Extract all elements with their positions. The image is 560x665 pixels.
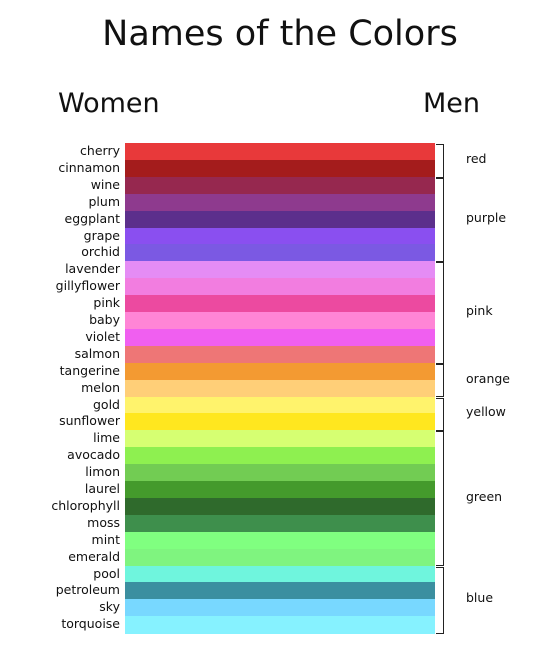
- women-color-label: chlorophyll: [51, 497, 120, 513]
- color-swatch-cinnamon: [125, 159, 435, 178]
- men-color-label-yellow: yellow: [466, 404, 506, 420]
- color-swatch-laurel: [125, 481, 435, 499]
- women-color-label: salmon: [74, 345, 120, 361]
- color-swatch-wine: [125, 176, 435, 195]
- men-color-label-purple: purple: [466, 210, 507, 226]
- men-color-label-pink: pink: [466, 303, 493, 318]
- men-color-label-green: green: [466, 488, 503, 504]
- women-color-label: laurel: [84, 481, 120, 496]
- color-swatch-eggplant: [125, 210, 435, 229]
- chart-title: Names of the Colors: [102, 14, 458, 54]
- color-swatch-violet: [125, 328, 435, 347]
- women-color-label: pink: [93, 295, 120, 311]
- color-swatch-moss: [125, 514, 435, 533]
- women-color-label: gold: [93, 396, 120, 412]
- color-swatch-orchid: [125, 244, 435, 262]
- color-swatch-petroleum: [125, 582, 435, 600]
- women-color-label: orchid: [81, 244, 120, 260]
- color-swatch-sky: [125, 599, 435, 617]
- color-swatch-mint: [125, 531, 435, 550]
- color-swatch-grape: [125, 227, 435, 245]
- color-swatch-lime: [125, 430, 435, 448]
- bracket-blue: [436, 566, 444, 635]
- color-swatch-cherry: [125, 143, 435, 161]
- color-swatch-chlorophyll: [125, 497, 435, 516]
- color-swatch-plum: [125, 193, 435, 212]
- color-swatch-salmon: [125, 345, 435, 364]
- bracket-orange: [436, 363, 444, 398]
- women-color-label: melon: [81, 379, 120, 395]
- women-color-label: sky: [99, 599, 120, 615]
- bracket-green: [436, 431, 444, 567]
- women-color-label: cinnamon: [58, 159, 120, 175]
- bracket-yellow: [436, 397, 444, 432]
- color-swatch-gillyflower: [125, 278, 435, 296]
- color-swatch-emerald: [125, 548, 435, 567]
- color-swatch-melon: [125, 379, 435, 398]
- women-color-label: emerald: [68, 548, 120, 564]
- women-color-label: limon: [85, 464, 120, 480]
- women-color-label: mint: [91, 531, 120, 547]
- bracket-red: [436, 144, 444, 178]
- color-swatch-sunflower: [125, 413, 435, 431]
- women-color-label: eggplant: [64, 210, 120, 226]
- men-color-label-orange: orange: [466, 370, 510, 386]
- color-swatch-limon: [125, 464, 435, 482]
- color-swatch-avocado: [125, 447, 435, 465]
- women-color-label: tangerine: [59, 362, 120, 378]
- women-color-label: violet: [85, 328, 120, 344]
- women-color-label: plum: [88, 193, 120, 209]
- women-color-label: petroleum: [55, 582, 120, 598]
- women-color-label: cherry: [80, 143, 120, 158]
- women-color-label: baby: [89, 312, 120, 327]
- color-swatch-torquoise: [125, 616, 435, 634]
- men-heading: Men: [423, 88, 481, 119]
- color-swatch-lavender: [125, 261, 435, 279]
- women-color-label: avocado: [67, 447, 120, 463]
- color-swatch-pool: [125, 565, 435, 583]
- women-heading: Women: [58, 88, 160, 119]
- women-color-label: moss: [87, 514, 120, 530]
- women-color-label: lime: [93, 430, 120, 446]
- color-swatch-pink: [125, 295, 435, 313]
- women-color-label: wine: [90, 176, 120, 192]
- women-color-label: torquoise: [61, 616, 120, 632]
- color-swatch-gold: [125, 396, 435, 414]
- men-color-label-blue: blue: [466, 590, 494, 606]
- women-color-label: gillyflower: [55, 278, 120, 294]
- women-color-label: lavender: [65, 261, 120, 277]
- bracket-pink: [436, 262, 444, 364]
- color-swatch-baby: [125, 312, 435, 330]
- women-color-label: grape: [83, 227, 120, 243]
- bracket-purple: [436, 177, 444, 263]
- men-color-label-red: red: [466, 150, 487, 166]
- women-color-label: sunflower: [59, 413, 120, 429]
- women-color-label: pool: [93, 565, 120, 581]
- color-swatch-tangerine: [125, 362, 435, 381]
